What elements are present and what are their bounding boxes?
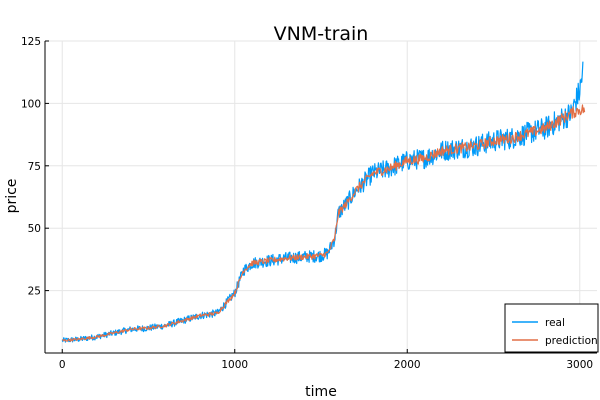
- x-tick-label: 1000: [221, 359, 248, 371]
- y-tick-label: 100: [21, 98, 41, 110]
- legend-label-prediction: prediction: [545, 335, 598, 347]
- x-axis-label: time: [305, 384, 337, 400]
- y-tick-label: 75: [28, 161, 41, 173]
- grid-lines: [45, 40, 597, 353]
- series-line-prediction: [61, 104, 586, 342]
- chart-title: VNM-train: [274, 23, 369, 45]
- legend-box: [504, 303, 599, 353]
- legend-label-real: real: [545, 317, 565, 329]
- legend: real prediction: [504, 303, 599, 353]
- y-tick-label: 25: [28, 286, 41, 298]
- y-tick-label: 125: [21, 36, 41, 48]
- y-axis-label: price: [4, 179, 20, 214]
- axes: 0 1000 2000 3000 25 50 75 100 125: [21, 36, 597, 371]
- y-tick-label: 50: [28, 223, 41, 235]
- series-path-prediction: [61, 104, 586, 342]
- x-tick-label: 3000: [566, 359, 593, 371]
- x-tick-label: 0: [59, 359, 66, 371]
- x-tick-label: 2000: [394, 359, 421, 371]
